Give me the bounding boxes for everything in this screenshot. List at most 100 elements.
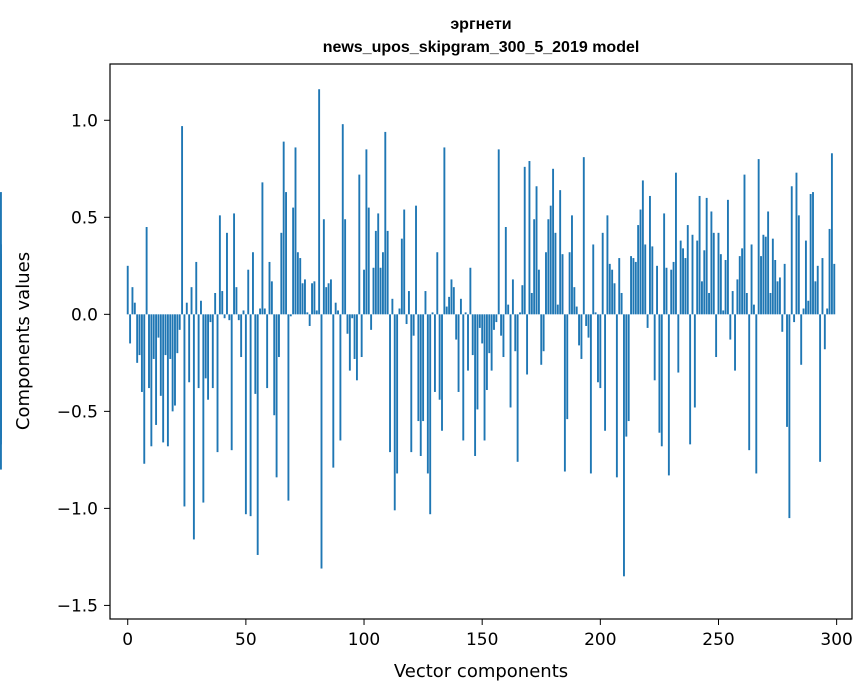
bar xyxy=(275,314,278,478)
bar xyxy=(332,314,335,468)
bar xyxy=(327,283,330,315)
bar xyxy=(233,213,236,315)
bar xyxy=(462,314,465,441)
bar xyxy=(403,209,406,315)
bar xyxy=(774,260,777,315)
bar xyxy=(249,314,252,517)
bar xyxy=(344,219,347,315)
bar xyxy=(152,314,155,359)
bar xyxy=(204,314,207,379)
bar xyxy=(455,314,458,340)
bar xyxy=(812,192,814,315)
bar xyxy=(315,310,318,315)
bar xyxy=(547,219,550,315)
bar xyxy=(719,254,722,315)
bar xyxy=(412,314,415,336)
bar xyxy=(242,310,245,315)
bar xyxy=(691,234,694,315)
bar xyxy=(270,281,273,315)
bar xyxy=(476,314,479,410)
bar xyxy=(285,192,287,315)
bar xyxy=(417,314,420,422)
bar xyxy=(325,287,328,315)
bar xyxy=(389,314,391,453)
bar xyxy=(216,314,219,453)
bar xyxy=(143,314,146,464)
bar xyxy=(433,314,436,392)
bar xyxy=(259,308,261,315)
bar xyxy=(337,310,339,315)
bar xyxy=(502,314,505,358)
bar xyxy=(566,314,569,420)
bar xyxy=(398,308,401,315)
bar xyxy=(509,314,512,408)
bar xyxy=(816,265,819,315)
bar xyxy=(611,269,614,315)
bar xyxy=(797,215,800,315)
x-tick-label: 0 xyxy=(122,630,133,650)
bar xyxy=(771,238,774,315)
bar xyxy=(322,219,325,315)
bar xyxy=(226,232,228,315)
bar xyxy=(528,161,531,315)
bar xyxy=(587,314,590,338)
bar xyxy=(615,314,618,478)
bar xyxy=(625,314,628,437)
bar xyxy=(597,314,599,383)
bar xyxy=(287,314,290,501)
bar xyxy=(783,263,786,315)
bar xyxy=(214,292,217,315)
bar xyxy=(814,281,817,315)
bar xyxy=(828,228,831,315)
bar xyxy=(745,292,748,315)
bar xyxy=(131,287,134,315)
bar xyxy=(313,281,316,315)
bar xyxy=(826,308,829,315)
bar xyxy=(334,302,337,315)
bar xyxy=(573,287,576,315)
bar xyxy=(767,211,770,315)
bar xyxy=(341,124,344,315)
bar xyxy=(221,291,224,315)
chart-title: эргнети xyxy=(450,16,511,33)
bar xyxy=(637,225,640,315)
bar xyxy=(701,281,703,315)
bar xyxy=(802,308,805,315)
bar xyxy=(833,263,836,315)
bar xyxy=(367,207,370,315)
bar xyxy=(556,304,559,315)
bar xyxy=(478,314,481,328)
bar xyxy=(126,265,129,315)
bar xyxy=(363,269,365,315)
bar xyxy=(339,314,342,441)
y-tick-label: 0.5 xyxy=(71,208,98,228)
bar xyxy=(722,310,725,315)
bar xyxy=(294,147,297,315)
bar xyxy=(495,314,498,323)
bar xyxy=(729,314,732,340)
bar xyxy=(537,269,540,315)
bar xyxy=(585,314,588,326)
bar xyxy=(218,215,221,315)
bar xyxy=(228,314,231,321)
x-tick-label: 200 xyxy=(584,630,616,650)
x-tick-label: 150 xyxy=(466,630,498,650)
bar xyxy=(604,314,607,431)
bar xyxy=(410,314,413,453)
bar xyxy=(724,260,727,315)
bar xyxy=(278,314,280,358)
bar xyxy=(726,199,729,315)
bar xyxy=(516,314,519,462)
bar xyxy=(441,314,443,431)
bar xyxy=(351,314,354,319)
bar xyxy=(320,314,323,569)
bar xyxy=(289,314,292,317)
bar xyxy=(682,248,684,315)
bar xyxy=(542,314,545,352)
bar xyxy=(757,159,760,315)
bar xyxy=(559,190,562,315)
y-tick-label: 1.0 xyxy=(71,111,98,131)
bar xyxy=(431,312,434,315)
bar xyxy=(235,287,238,315)
bar xyxy=(736,279,739,315)
